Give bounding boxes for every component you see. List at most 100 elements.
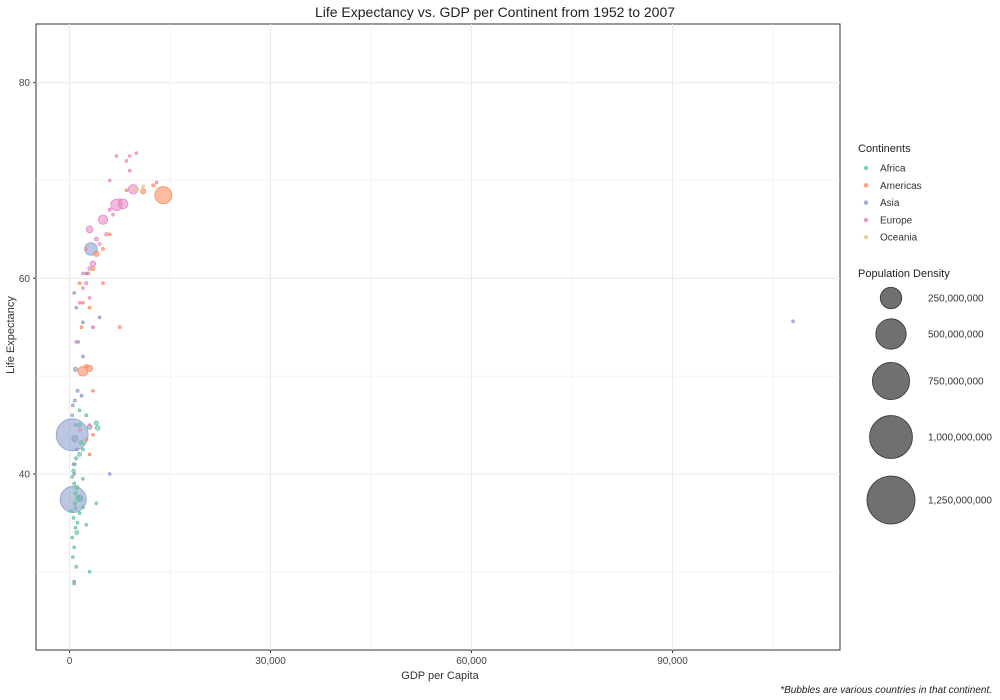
data-point xyxy=(77,428,82,432)
data-point xyxy=(80,505,85,510)
data-point xyxy=(81,320,85,325)
data-point xyxy=(75,495,81,502)
data-point xyxy=(97,315,102,320)
data-point xyxy=(77,281,82,286)
data-point xyxy=(80,447,85,452)
data-point xyxy=(134,186,139,192)
data-point xyxy=(74,530,80,535)
data-point xyxy=(94,501,99,506)
data-point xyxy=(77,300,82,305)
legend-label: Americas xyxy=(880,181,922,192)
size-legend-label: 750,000,000 xyxy=(928,377,984,388)
data-point xyxy=(124,159,129,163)
data-point xyxy=(72,291,76,295)
data-point xyxy=(72,545,76,550)
data-points xyxy=(55,151,795,586)
size-legend-bubble xyxy=(872,362,910,400)
chart-caption: *Bubbles are various countries in that c… xyxy=(780,685,992,696)
data-point xyxy=(85,225,94,234)
data-point xyxy=(77,511,82,515)
population-legend: Population Density 250,000,000 500,000,00… xyxy=(858,268,992,525)
y-axis-title: Life Expectancy xyxy=(5,296,17,374)
data-point xyxy=(74,340,78,344)
legend-swatch xyxy=(863,235,869,240)
data-point xyxy=(71,555,75,559)
data-point xyxy=(107,232,112,237)
size-legend-label: 250,000,000 xyxy=(928,294,984,305)
data-point xyxy=(71,516,76,520)
plot-area: 40 60 80 0 30,000 60,000 90,000 xyxy=(19,23,841,667)
legend-swatch xyxy=(863,200,869,205)
size-legend-label: 500,000,000 xyxy=(928,330,984,341)
data-point xyxy=(55,418,89,452)
data-point xyxy=(107,472,112,476)
data-point xyxy=(81,271,85,276)
data-point xyxy=(73,525,78,530)
data-point xyxy=(75,447,79,452)
chart-title: Life Expectancy vs. GDP per Continent fr… xyxy=(315,4,675,20)
data-point xyxy=(128,168,132,173)
legend-label: Africa xyxy=(880,164,906,175)
data-point xyxy=(101,281,105,286)
size-legend-bubble xyxy=(875,318,907,350)
data-point xyxy=(79,325,84,330)
size-legend-bubble xyxy=(869,415,913,459)
data-point xyxy=(84,522,89,527)
data-point xyxy=(87,569,92,574)
data-point xyxy=(107,207,112,212)
data-point xyxy=(75,521,80,525)
data-point xyxy=(84,281,89,286)
data-point xyxy=(87,305,92,310)
data-point xyxy=(93,236,99,242)
data-point xyxy=(97,242,102,246)
data-point xyxy=(71,403,75,408)
data-point xyxy=(94,425,101,431)
data-point xyxy=(74,456,79,461)
data-point xyxy=(72,579,76,584)
data-point xyxy=(87,296,92,300)
data-point xyxy=(71,462,76,466)
data-point xyxy=(77,408,82,413)
data-point xyxy=(81,286,85,290)
data-point xyxy=(114,154,119,158)
data-point xyxy=(72,481,77,486)
data-point xyxy=(84,271,89,276)
data-point xyxy=(70,535,74,540)
data-point xyxy=(134,151,139,155)
data-point xyxy=(87,423,92,427)
data-point xyxy=(111,212,115,217)
data-point xyxy=(71,435,79,443)
data-point xyxy=(74,485,80,491)
data-point xyxy=(72,472,76,476)
data-point xyxy=(91,388,95,393)
data-point xyxy=(91,433,95,437)
data-point xyxy=(83,364,89,369)
legend-swatch xyxy=(863,183,869,188)
data-point xyxy=(93,250,100,257)
data-point xyxy=(75,388,80,393)
data-point xyxy=(74,565,78,569)
data-point xyxy=(117,198,122,202)
x-tick-label: 90,000 xyxy=(657,656,688,667)
data-point xyxy=(154,186,173,205)
data-point xyxy=(77,365,89,377)
data-point xyxy=(69,509,74,513)
data-point xyxy=(72,366,79,372)
data-point xyxy=(97,214,109,225)
data-point xyxy=(128,154,132,158)
continent-legend-title: Continents xyxy=(858,143,911,155)
size-legend-label: 1,250,000,000 xyxy=(928,496,992,507)
data-point xyxy=(59,485,87,513)
x-tick-label: 30,000 xyxy=(255,656,286,667)
y-tick-label: 60 xyxy=(19,274,31,285)
data-point xyxy=(117,325,122,330)
size-legend-label: 1,000,000,000 xyxy=(928,433,992,444)
data-point xyxy=(84,413,89,418)
data-point xyxy=(791,319,795,324)
x-tick-label: 60,000 xyxy=(456,656,487,667)
data-point xyxy=(73,423,78,427)
y-tick-label: 80 xyxy=(19,78,31,89)
data-point xyxy=(77,452,82,457)
data-point xyxy=(151,183,156,188)
